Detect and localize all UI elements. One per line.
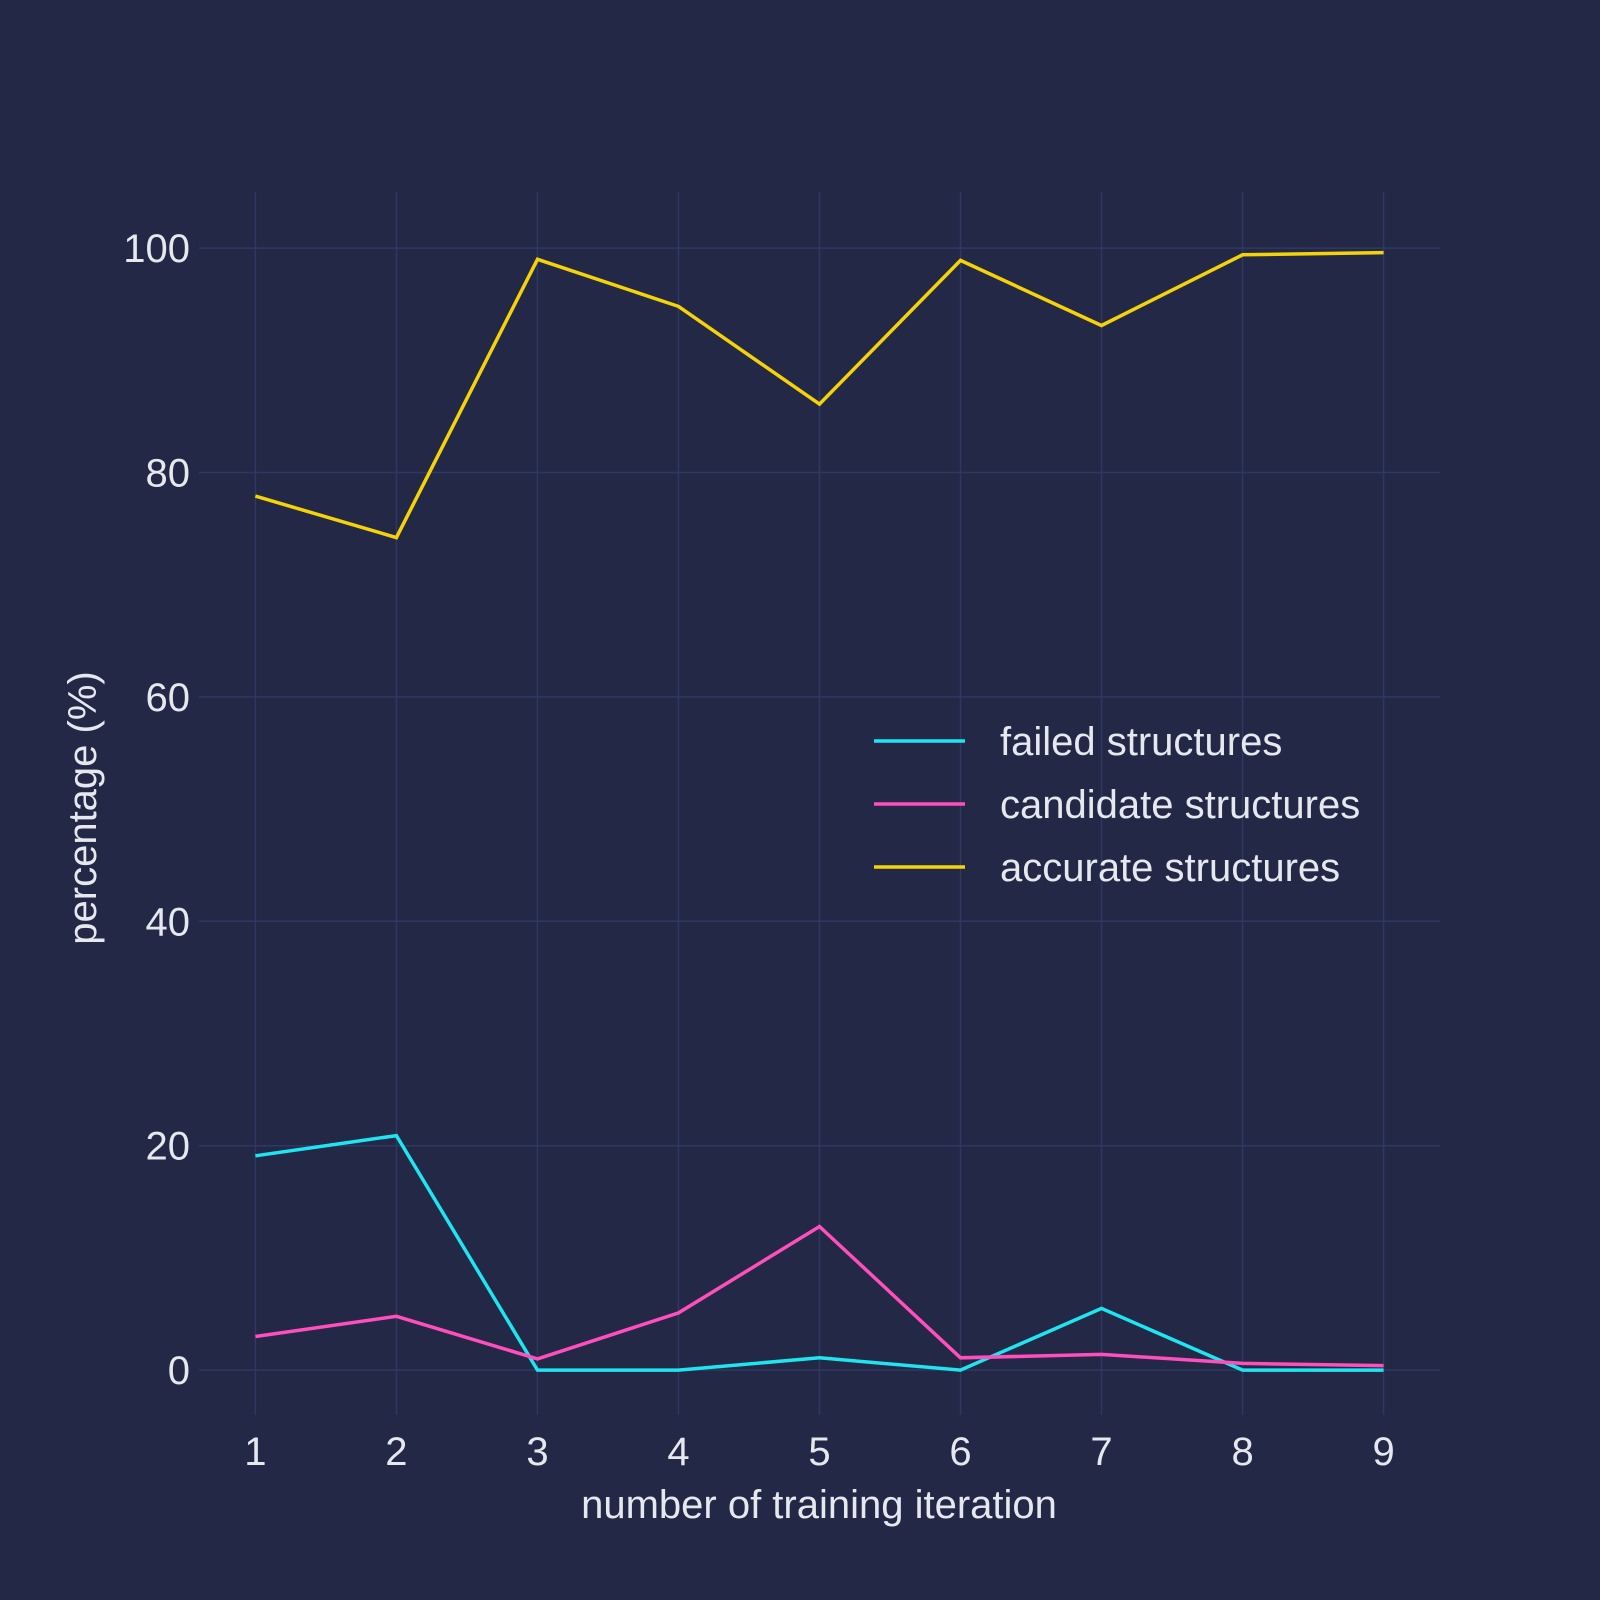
y-axis-ticks: 0 20 40 60 80 100 (123, 227, 190, 1393)
legend-label: failed structures (1000, 720, 1282, 764)
legend-label: candidate structures (1000, 783, 1360, 827)
grid (199, 192, 1440, 1415)
x-axis-ticks: 1 2 3 4 5 6 7 8 9 (244, 1430, 1394, 1474)
legend: failed structures candidate structures acc… (874, 720, 1360, 890)
y-tick-label: 20 (146, 1125, 191, 1169)
series-line-accurate-structures (254, 250, 1384, 540)
x-tick-label: 6 (949, 1430, 971, 1474)
y-axis-label: percentage (%) (61, 671, 105, 944)
y-tick-label: 60 (146, 676, 191, 720)
x-tick-label: 2 (385, 1430, 407, 1474)
series-line-candidate-structures (255, 1224, 1384, 1368)
x-tick-label: 5 (808, 1430, 830, 1474)
series-lines (254, 250, 1384, 1372)
y-tick-label: 80 (146, 452, 191, 496)
y-tick-label: 100 (123, 227, 190, 271)
series-line-failed-structures (255, 1133, 1384, 1372)
x-tick-label: 4 (667, 1430, 689, 1474)
x-tick-label: 1 (244, 1430, 266, 1474)
x-tick-label: 7 (1090, 1430, 1112, 1474)
y-tick-label: 40 (146, 900, 191, 944)
x-tick-label: 8 (1231, 1430, 1253, 1474)
x-tick-label: 3 (526, 1430, 548, 1474)
x-tick-label: 9 (1372, 1430, 1394, 1474)
y-tick-label: 0 (168, 1349, 190, 1393)
legend-label: accurate structures (1000, 846, 1340, 890)
x-axis-label: number of training iteration (581, 1483, 1057, 1527)
